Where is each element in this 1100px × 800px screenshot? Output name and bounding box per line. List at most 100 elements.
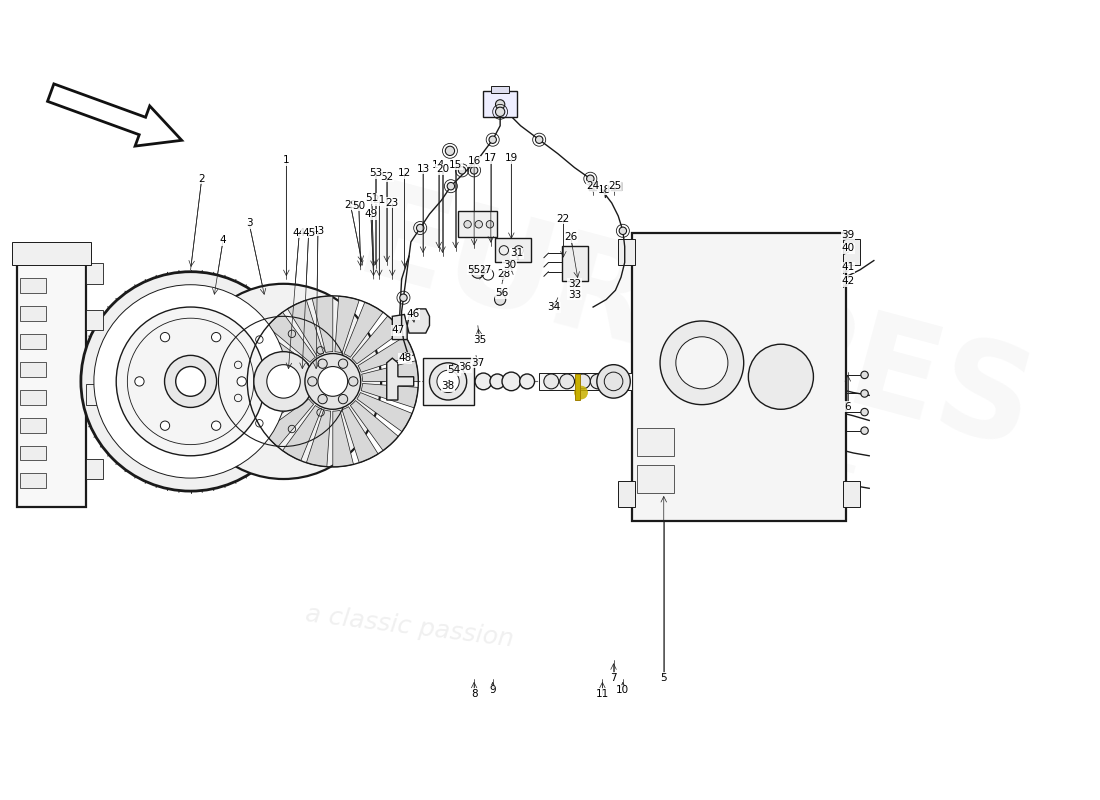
Text: 9: 9 xyxy=(490,685,496,695)
Circle shape xyxy=(254,352,314,411)
Text: 18: 18 xyxy=(597,185,611,195)
Text: 32: 32 xyxy=(568,278,581,289)
Text: 29: 29 xyxy=(344,200,358,210)
Wedge shape xyxy=(252,390,308,426)
Wedge shape xyxy=(358,336,415,372)
Text: 54: 54 xyxy=(447,366,460,375)
Text: 49: 49 xyxy=(364,209,377,219)
Text: 56: 56 xyxy=(495,288,508,298)
Circle shape xyxy=(318,394,327,404)
Circle shape xyxy=(560,374,574,389)
Circle shape xyxy=(464,221,471,228)
Text: a classic passion: a classic passion xyxy=(304,602,515,651)
Bar xyxy=(495,238,531,262)
Circle shape xyxy=(861,390,868,398)
Circle shape xyxy=(318,359,327,368)
Bar xyxy=(844,239,860,266)
Wedge shape xyxy=(248,382,304,402)
Circle shape xyxy=(318,366,348,396)
Circle shape xyxy=(861,371,868,378)
Circle shape xyxy=(591,374,605,389)
Polygon shape xyxy=(47,84,182,146)
Bar xyxy=(618,481,635,507)
Circle shape xyxy=(305,354,361,410)
Text: 40: 40 xyxy=(842,243,855,254)
Bar xyxy=(561,246,587,281)
Text: 48: 48 xyxy=(398,353,411,363)
Text: 11: 11 xyxy=(596,689,609,698)
Text: 14: 14 xyxy=(432,160,446,170)
Wedge shape xyxy=(350,401,398,450)
Bar xyxy=(844,481,860,507)
Text: 27: 27 xyxy=(478,265,492,275)
Polygon shape xyxy=(407,309,429,333)
Text: 50: 50 xyxy=(352,201,365,210)
Circle shape xyxy=(429,363,466,400)
Circle shape xyxy=(475,221,483,228)
Text: 20: 20 xyxy=(436,165,449,174)
Circle shape xyxy=(448,182,454,190)
Text: 46: 46 xyxy=(406,310,419,319)
Text: 16: 16 xyxy=(468,156,481,166)
Circle shape xyxy=(339,394,348,404)
Wedge shape xyxy=(307,410,331,466)
Circle shape xyxy=(597,365,630,398)
Circle shape xyxy=(574,386,587,399)
Text: 1: 1 xyxy=(283,155,289,165)
Text: 47: 47 xyxy=(392,326,405,335)
Text: 7: 7 xyxy=(610,673,617,683)
Circle shape xyxy=(604,374,619,389)
Text: 33: 33 xyxy=(568,290,581,300)
Bar xyxy=(21,446,46,461)
Circle shape xyxy=(495,294,506,305)
Bar xyxy=(483,91,517,118)
Text: 53: 53 xyxy=(368,168,382,178)
Wedge shape xyxy=(264,399,314,447)
Circle shape xyxy=(748,344,813,410)
Wedge shape xyxy=(248,355,305,379)
Circle shape xyxy=(161,421,169,430)
Wedge shape xyxy=(253,331,309,370)
Text: 39: 39 xyxy=(842,230,855,239)
Bar xyxy=(539,373,632,390)
Circle shape xyxy=(161,333,169,342)
Text: 41: 41 xyxy=(842,262,855,272)
Text: 12: 12 xyxy=(398,168,411,178)
Polygon shape xyxy=(393,314,407,339)
Circle shape xyxy=(861,427,868,434)
Text: 22: 22 xyxy=(557,214,570,224)
Text: 43: 43 xyxy=(311,226,324,236)
Bar xyxy=(637,465,674,493)
Circle shape xyxy=(94,285,287,478)
Wedge shape xyxy=(356,393,412,432)
Text: 44: 44 xyxy=(293,228,306,238)
Circle shape xyxy=(437,370,459,393)
Bar xyxy=(491,86,509,94)
Text: 25: 25 xyxy=(608,181,622,191)
Text: 24: 24 xyxy=(586,181,600,191)
Text: 31: 31 xyxy=(510,248,524,258)
Circle shape xyxy=(675,337,728,389)
Circle shape xyxy=(349,377,358,386)
Text: 23: 23 xyxy=(386,198,399,208)
Wedge shape xyxy=(334,296,360,353)
Circle shape xyxy=(486,221,494,228)
Text: 10: 10 xyxy=(616,685,629,695)
Bar xyxy=(16,246,87,507)
Circle shape xyxy=(471,266,484,278)
Text: 52: 52 xyxy=(381,172,394,182)
Circle shape xyxy=(417,224,424,232)
Text: 13: 13 xyxy=(417,163,430,174)
Circle shape xyxy=(446,146,454,155)
Text: 28: 28 xyxy=(497,270,510,279)
Bar xyxy=(21,474,46,488)
Text: 55: 55 xyxy=(468,265,481,275)
Bar xyxy=(637,428,674,456)
Bar xyxy=(87,458,103,479)
Bar xyxy=(87,310,103,330)
Text: 21: 21 xyxy=(373,195,386,205)
Circle shape xyxy=(81,272,300,491)
Circle shape xyxy=(861,408,868,416)
Wedge shape xyxy=(267,312,316,362)
Text: 15: 15 xyxy=(449,160,462,170)
